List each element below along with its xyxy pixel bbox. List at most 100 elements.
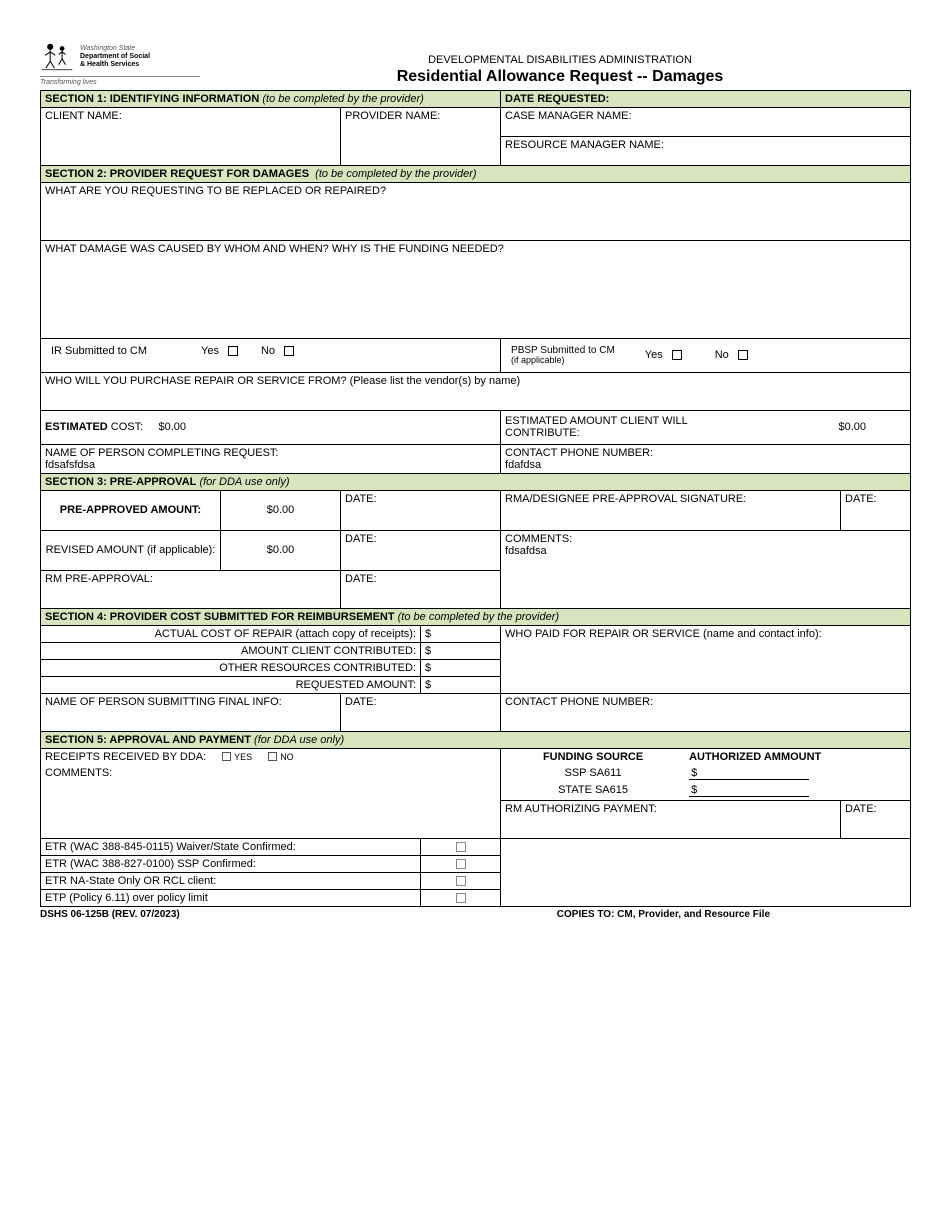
section3-comments-label: COMMENTS: [505, 533, 906, 545]
etr4-label: ETP (Policy 6.11) over policy limit [45, 892, 208, 904]
rm-pre-approval-label: RM PRE-APPROVAL: [45, 573, 153, 585]
section2-header-bold: SECTION 2: PROVIDER REQUEST FOR DAMAGES [45, 168, 309, 180]
client-name-cell[interactable]: CLIENT NAME: [41, 108, 341, 166]
section4-header-italic: (to be completed by the provider) [398, 611, 559, 623]
rma-signature-cell[interactable]: RMA/DESIGNEE PRE-APPROVAL SIGNATURE: [501, 490, 841, 530]
revised-date-cell[interactable]: DATE: [341, 530, 501, 570]
section1-header: SECTION 1: IDENTIFYING INFORMATION (to b… [41, 91, 501, 108]
section2-q1-label: WHAT ARE YOU REQUESTING TO BE REPLACED O… [45, 185, 386, 197]
pre-approved-date-label: DATE: [345, 493, 377, 505]
ir-yes-label: Yes [201, 345, 219, 357]
section2-header: SECTION 2: PROVIDER REQUEST FOR DAMAGES … [41, 166, 911, 183]
resource-manager-cell[interactable]: RESOURCE MANAGER NAME: [501, 137, 911, 166]
receipts-comments-cell[interactable]: RECEIPTS RECEIVED BY DDA: YES NO COMMENT… [41, 748, 501, 838]
pre-approved-label: PRE-APPROVED AMOUNT: [60, 504, 201, 516]
logo-dept-1: Department of Social [80, 53, 150, 61]
pbsp-yes-checkbox[interactable] [672, 350, 682, 360]
other-resources-label-cell: OTHER RESOURCES CONTRIBUTED: [41, 659, 421, 676]
receipts-label: RECEIPTS RECEIVED BY DDA: [45, 751, 206, 763]
case-manager-label: CASE MANAGER NAME: [505, 110, 632, 122]
rm-auth-cell[interactable]: RM AUTHORIZING PAYMENT: [501, 800, 841, 838]
title-block: DEVELOPMENTAL DISABILITIES ADMINISTRATIO… [210, 54, 910, 86]
client-contributed-label: AMOUNT CLIENT CONTRIBUTED: [241, 645, 416, 657]
pbsp-sub: (if applicable) [511, 356, 615, 366]
form-page: Washington State Department of Social & … [40, 40, 910, 920]
estimated-cost-label-2: COST: [108, 421, 143, 433]
requested-amount-label-cell: REQUESTED AMOUNT: [41, 676, 421, 693]
name-final-label: NAME OF PERSON SUBMITTING FINAL INFO: [45, 696, 282, 708]
section2-q2-cell[interactable]: WHAT DAMAGE WAS CAUSED BY WHOM AND WHEN?… [41, 241, 911, 339]
pre-approved-value: $0.00 [267, 504, 295, 516]
section5-header: SECTION 5: APPROVAL AND PAYMENT (for DDA… [41, 731, 911, 748]
etr2-checkbox[interactable] [456, 859, 466, 869]
rm-pre-date-cell[interactable]: DATE: [341, 570, 501, 608]
pbsp-no-label: No [715, 349, 729, 361]
section2-q1-cell[interactable]: WHAT ARE YOU REQUESTING TO BE REPLACED O… [41, 183, 911, 241]
section3-header-bold: SECTION 3: PRE-APPROVAL [45, 476, 196, 488]
rm-pre-date-label: DATE: [345, 573, 377, 585]
footer-row: DSHS 06-125B (REV. 07/2023) COPIES TO: C… [40, 909, 910, 920]
ir-no-checkbox[interactable] [284, 346, 294, 356]
vendor-cell[interactable]: WHO WILL YOU PURCHASE REPAIR OR SERVICE … [41, 372, 911, 410]
section3-header: SECTION 3: PRE-APPROVAL (for DDA use onl… [41, 473, 911, 490]
pbsp-no-checkbox[interactable] [738, 350, 748, 360]
contact-phone-cell[interactable]: CONTACT PHONE NUMBER: fdafdsa [501, 444, 911, 473]
rma-signature-label: RMA/DESIGNEE PRE-APPROVAL SIGNATURE: [505, 493, 746, 505]
section4-date-cell[interactable]: DATE: [341, 693, 501, 731]
ssp-amount-cell[interactable]: $ [685, 765, 910, 782]
section4-date-label: DATE: [345, 696, 377, 708]
etr1-label-cell: ETR (WAC 388-845-0115) Waiver/State Conf… [41, 838, 421, 855]
ir-submitted-label: IR Submitted to CM [51, 345, 181, 357]
etr4-checkbox[interactable] [456, 893, 466, 903]
section3-comments-cell[interactable]: COMMENTS: fdsafdsa [501, 530, 911, 608]
ir-yes-checkbox[interactable] [228, 346, 238, 356]
name-final-cell[interactable]: NAME OF PERSON SUBMITTING FINAL INFO: [41, 693, 341, 731]
client-name-label: CLIENT NAME: [45, 110, 122, 122]
who-paid-cell[interactable]: WHO PAID FOR REPAIR OR SERVICE (name and… [501, 625, 911, 693]
section4-contact-cell[interactable]: CONTACT PHONE NUMBER: [501, 693, 911, 731]
date-requested-cell: DATE REQUESTED: [501, 91, 911, 108]
rm-auth-date-cell[interactable]: DATE: [841, 800, 911, 838]
section4-contact-label: CONTACT PHONE NUMBER: [505, 696, 653, 708]
name-completing-label: NAME OF PERSON COMPLETING REQUEST: [45, 447, 496, 459]
state-label: STATE SA615 [501, 782, 685, 799]
requested-amount-label: REQUESTED AMOUNT: [296, 679, 416, 691]
name-completing-cell[interactable]: NAME OF PERSON COMPLETING REQUEST: fdsaf… [41, 444, 501, 473]
copies-to: COPIES TO: CM, Provider, and Resource Fi… [557, 909, 910, 920]
admin-line: DEVELOPMENTAL DISABILITIES ADMINISTRATIO… [210, 54, 910, 66]
estimated-cost-cell: ESTIMATED COST: $0.00 [41, 410, 501, 444]
authorized-amount-header: AUTHORIZED AMMOUNT [689, 751, 821, 763]
receipts-no-checkbox[interactable] [268, 752, 277, 761]
pre-approved-date-cell[interactable]: DATE: [341, 490, 501, 530]
pre-approved-value-cell: $0.00 [221, 490, 341, 530]
rm-auth-date-label: DATE: [845, 803, 877, 815]
etr1-checkbox[interactable] [456, 842, 466, 852]
rm-pre-approval-cell[interactable]: RM PRE-APPROVAL: [41, 570, 341, 608]
receipts-yes-checkbox[interactable] [222, 752, 231, 761]
provider-name-cell[interactable]: PROVIDER NAME: [341, 108, 501, 166]
section1-header-bold: SECTION 1: IDENTIFYING INFORMATION [45, 93, 259, 105]
case-manager-cell[interactable]: CASE MANAGER NAME: [501, 108, 911, 137]
name-completing-value: fdsafsfdsa [45, 459, 496, 471]
requested-amount-value-cell[interactable] [421, 676, 501, 693]
section5-header-bold: SECTION 5: APPROVAL AND PAYMENT [45, 734, 251, 746]
resource-manager-label: RESOURCE MANAGER NAME: [505, 139, 664, 151]
other-resources-value-cell[interactable] [421, 659, 501, 676]
client-contribute-cell: ESTIMATED AMOUNT CLIENT WILL CONTRIBUTE:… [501, 410, 911, 444]
actual-cost-value-cell[interactable] [421, 625, 501, 642]
contact-phone-label: CONTACT PHONE NUMBER: [505, 447, 906, 459]
etr4-checkbox-cell [421, 889, 501, 906]
section1-header-italic: (to be completed by the provider) [262, 93, 423, 105]
client-contributed-value-cell[interactable] [421, 642, 501, 659]
rma-date-cell[interactable]: DATE: [841, 490, 911, 530]
contact-phone-value: fdafdsa [505, 459, 906, 471]
etr2-checkbox-cell [421, 855, 501, 872]
client-contributed-label-cell: AMOUNT CLIENT CONTRIBUTED: [41, 642, 421, 659]
logo-text: Washington State Department of Social & … [80, 45, 150, 68]
state-amount-cell[interactable]: $ [685, 782, 910, 799]
rm-auth-label: RM AUTHORIZING PAYMENT: [505, 803, 657, 815]
logo-state: Washington State [80, 45, 150, 53]
vendor-label: WHO WILL YOU PURCHASE REPAIR OR SERVICE … [45, 375, 520, 387]
etr3-checkbox[interactable] [456, 876, 466, 886]
ir-no-label: No [261, 345, 275, 357]
